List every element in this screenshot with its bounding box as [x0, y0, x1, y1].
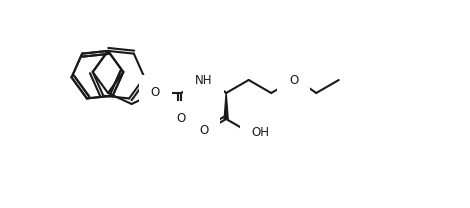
Text: NH: NH	[195, 73, 212, 87]
Text: O: O	[150, 87, 160, 99]
Text: OH: OH	[251, 125, 270, 139]
Text: O: O	[177, 113, 186, 125]
Polygon shape	[224, 93, 228, 119]
Text: O: O	[289, 73, 298, 87]
Text: O: O	[199, 124, 208, 136]
